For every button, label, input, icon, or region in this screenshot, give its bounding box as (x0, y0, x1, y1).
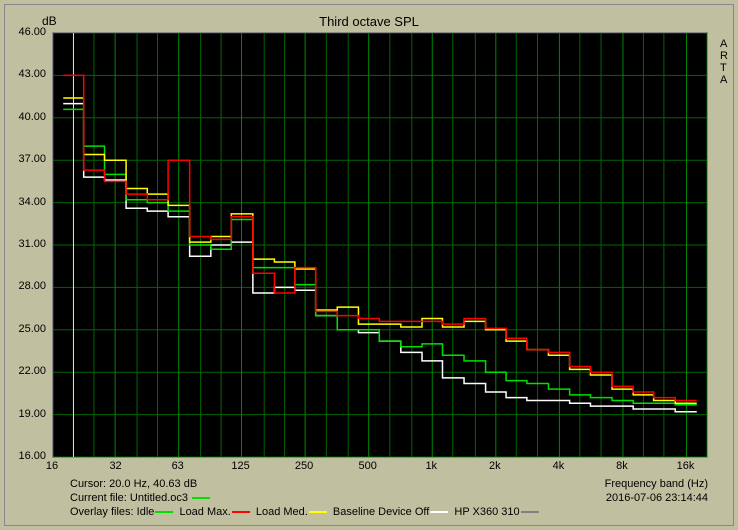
chart-container: dB Third octave SPL ARTA 16.0019.0022.00… (0, 0, 738, 530)
y-tick: 25.00 (6, 323, 46, 335)
x-tick: 500 (358, 460, 376, 472)
legend-swatch (155, 511, 173, 513)
branding: ARTA (720, 38, 728, 86)
y-tick: 19.00 (6, 408, 46, 420)
chart-title: Third octave SPL (0, 14, 738, 29)
y-tick: 43.00 (6, 68, 46, 80)
current-file-name: Untitled.oc3 (130, 492, 188, 504)
current-file-label: Current file: (70, 492, 130, 504)
legend-item: Idle (137, 506, 177, 518)
x-tick: 2k (489, 460, 501, 472)
legend-item: Load Med. (253, 506, 330, 518)
x-tick: 32 (109, 460, 121, 472)
x-tick: 4k (553, 460, 565, 472)
legend-swatch (232, 511, 250, 513)
y-tick: 34.00 (6, 196, 46, 208)
y-tick: 37.00 (6, 153, 46, 165)
legend-swatch (521, 511, 539, 513)
x-tick: 1k (425, 460, 437, 472)
y-tick: 28.00 (6, 280, 46, 292)
overlay-label: Overlay files: (70, 506, 134, 518)
plot-svg (53, 33, 707, 457)
x-axis-label: Frequency band (Hz) (605, 478, 708, 490)
plot-area (52, 32, 708, 458)
datetime: 2016-07-06 23:14:44 (606, 492, 708, 504)
legend-item: Load Max. (176, 506, 252, 518)
x-tick: 63 (172, 460, 184, 472)
x-tick: 125 (231, 460, 249, 472)
legend-swatch (430, 511, 448, 513)
legend-item: HP X360 310 (451, 506, 541, 518)
x-tick: 16k (677, 460, 695, 472)
x-tick: 250 (295, 460, 313, 472)
cursor-readout: Cursor: 20.0 Hz, 40.63 dB (70, 478, 197, 490)
overlay-legend: Overlay files: Idle Load Max. Load Med. … (70, 506, 542, 518)
y-tick: 46.00 (6, 26, 46, 38)
current-file-swatch (192, 497, 210, 499)
current-file-line: Current file: Untitled.oc3 (70, 492, 213, 504)
y-tick: 16.00 (6, 450, 46, 462)
x-tick: 8k (616, 460, 628, 472)
legend-item: Baseline Device Off (330, 506, 451, 518)
legend-swatch (309, 511, 327, 513)
x-tick: 16 (46, 460, 58, 472)
y-tick: 31.00 (6, 238, 46, 250)
y-tick: 40.00 (6, 111, 46, 123)
y-tick: 22.00 (6, 365, 46, 377)
